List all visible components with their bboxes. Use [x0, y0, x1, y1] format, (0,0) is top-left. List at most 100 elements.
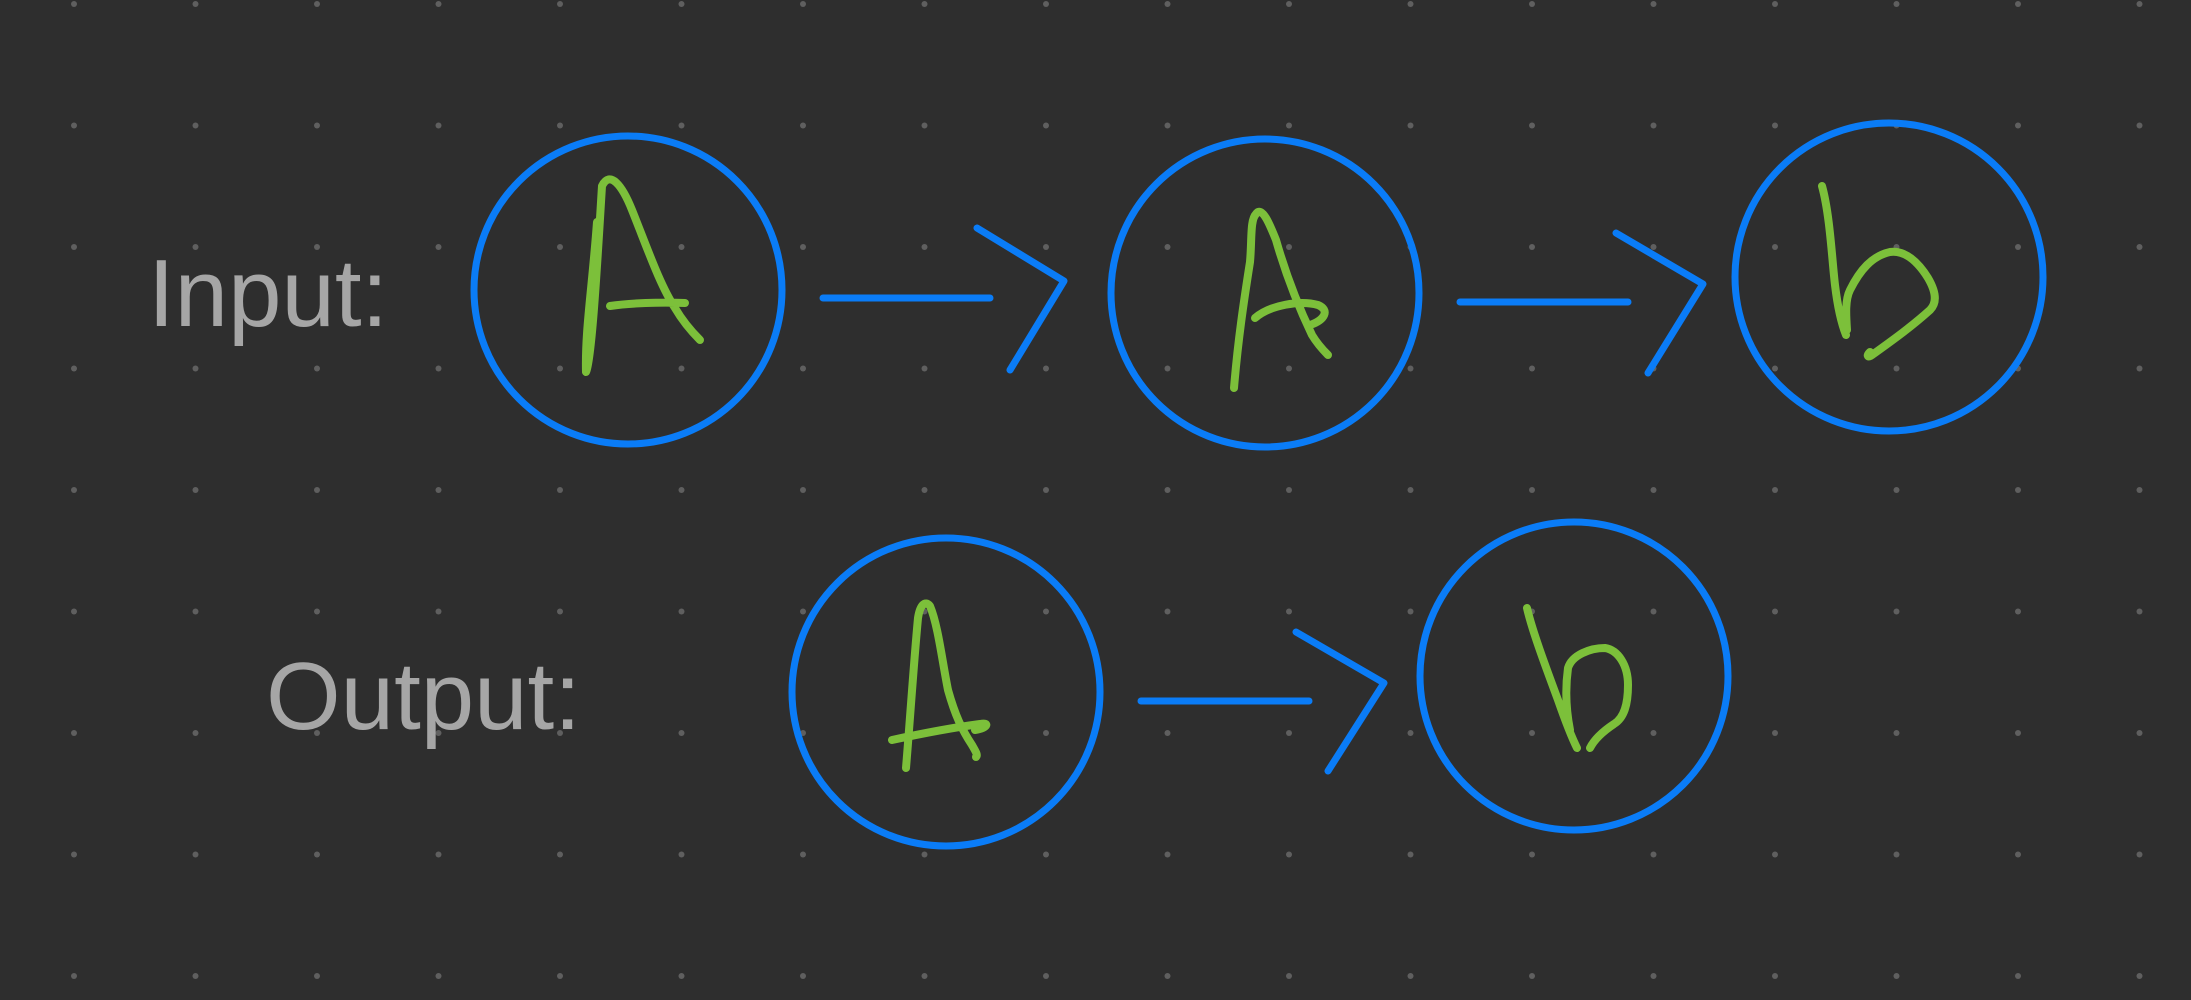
grid-dot: [71, 244, 77, 250]
grid-dot: [921, 1, 928, 7]
grid-dot: [557, 973, 563, 979]
grid-dot: [192, 1, 199, 7]
grid-dot: [2015, 122, 2021, 129]
grid-dot: [192, 487, 199, 493]
grid-dot: [800, 851, 806, 858]
grid-dot: [1893, 365, 1900, 372]
grid-dot: [192, 365, 199, 372]
grid-dot: [2136, 851, 2143, 858]
grid-dot: [1043, 730, 1049, 736]
grid-dot: [800, 122, 806, 129]
glyph-letter-b-icon: [1818, 182, 1939, 361]
grid-dot: [2015, 244, 2021, 250]
grid-dot: [800, 365, 806, 372]
grid-dot: [2136, 973, 2143, 979]
grid-dot: [1529, 122, 1535, 129]
grid-dot: [1043, 608, 1049, 615]
grid-dot: [2015, 1, 2021, 7]
grid-dot: [71, 851, 77, 858]
grid-dot: [1650, 608, 1657, 615]
grid-dot: [2136, 487, 2143, 493]
grid-dot: [921, 244, 928, 250]
grid-dot: [192, 973, 199, 979]
grid-dot: [1407, 851, 1414, 858]
grid-dot: [192, 851, 199, 858]
grid-dot: [1043, 1, 1049, 7]
grid-dot: [1893, 1, 1900, 7]
grid-dot: [921, 122, 928, 129]
grid-dot: [71, 122, 77, 129]
grid-dot: [678, 365, 685, 372]
grid-dot: [435, 1, 442, 7]
grid-dot: [921, 973, 928, 979]
grid-dot: [1529, 244, 1535, 250]
grid-dot: [71, 1, 77, 7]
grid-dot: [1893, 730, 1900, 736]
grid-dot: [1407, 973, 1414, 979]
grid-dot: [1407, 122, 1414, 129]
grid-dot: [1772, 244, 1778, 250]
input-node-2-ring: [1107, 135, 1423, 451]
grid-dot: [1043, 487, 1049, 493]
grid-dot: [1772, 608, 1778, 615]
glyph-letter-a-icon: [888, 599, 991, 772]
grid-dot: [2136, 244, 2143, 250]
grid-dot: [314, 1, 320, 7]
grid-dot: [1529, 730, 1535, 736]
grid-dot: [2136, 365, 2143, 372]
glyph-letter-a-icon: [581, 175, 704, 376]
grid-dot: [1650, 244, 1657, 250]
grid-dot: [314, 244, 320, 250]
arrow-head-icon: [1292, 628, 1388, 775]
grid-dot: [1407, 608, 1414, 615]
output-label: Output:: [266, 643, 581, 750]
output-node-1-ring: [788, 534, 1104, 850]
grid-dot: [1650, 122, 1657, 129]
grid-dot: [435, 973, 442, 979]
input-node-3-ring: [1731, 119, 2047, 435]
grid-dot: [1529, 365, 1535, 372]
grid-dot: [921, 851, 928, 858]
grid-dot: [1650, 973, 1657, 979]
input-row: Input: A A b: [148, 119, 2047, 451]
grid-dot: [678, 122, 685, 129]
arrow-head-icon: [973, 224, 1068, 374]
grid-dot: [1286, 608, 1292, 615]
grid-dot: [1286, 487, 1292, 493]
grid-dot: [435, 365, 442, 372]
grid-dot: [71, 365, 77, 372]
grid-dot: [1043, 365, 1049, 372]
grid-dot: [1286, 730, 1292, 736]
grid-dot: [1893, 851, 1900, 858]
grid-dot: [1650, 851, 1657, 858]
grid-dot: [678, 730, 685, 736]
glyph-letter-a-icon: [1230, 207, 1332, 392]
grid-dot: [678, 487, 685, 493]
grid-dot: [1164, 608, 1171, 615]
grid-dot: [1893, 973, 1900, 979]
grid-dot: [435, 122, 442, 129]
grid-dot: [1043, 244, 1049, 250]
input-arrow-2: [1456, 229, 1707, 377]
grid-dot: [557, 122, 563, 129]
grid-dot: [557, 851, 563, 858]
grid-dot: [435, 487, 442, 493]
grid-dot: [1650, 730, 1657, 736]
grid-dot: [71, 487, 77, 493]
arrow-head-icon: [1612, 229, 1707, 377]
grid-dot: [921, 487, 928, 493]
input-node-1: A: [470, 132, 786, 448]
input-arrow-1: [819, 224, 1068, 374]
grid-dot: [1772, 973, 1778, 979]
grid-dot: [1650, 1, 1657, 7]
grid-dot: [2136, 122, 2143, 129]
grid-dot: [1286, 244, 1292, 250]
grid-dot: [1772, 851, 1778, 858]
grid-dot: [192, 608, 199, 615]
output-row: Output: A b: [266, 518, 1732, 850]
grid-dot: [678, 973, 685, 979]
grid-dot: [678, 1, 685, 7]
grid-dot: [435, 244, 442, 250]
grid-dot: [314, 608, 320, 615]
